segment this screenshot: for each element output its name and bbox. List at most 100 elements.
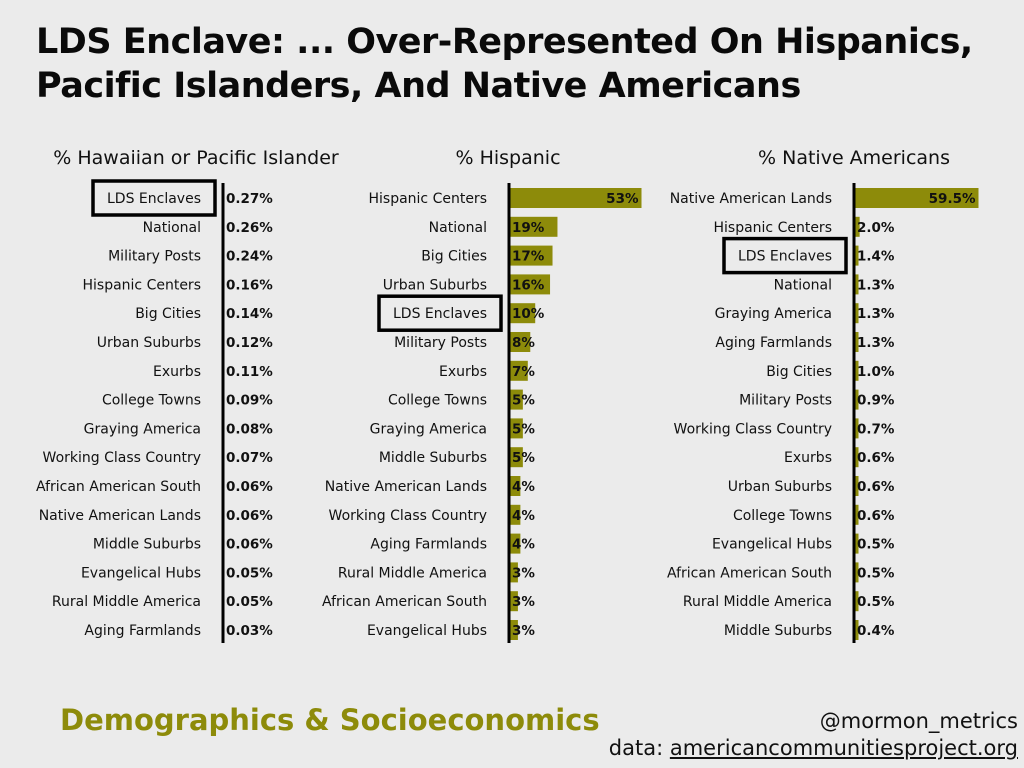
value-label: 59.5% — [929, 191, 976, 207]
category-label: Working Class Country — [329, 508, 487, 524]
category-label: National — [429, 220, 487, 236]
category-label: Rural Middle America — [683, 594, 832, 610]
value-label: 0.27% — [226, 191, 273, 207]
value-label: 0.06% — [226, 508, 273, 524]
category-label: African American South — [322, 594, 487, 610]
bar — [855, 188, 979, 208]
value-label: 2.0% — [857, 220, 895, 236]
value-label: 1.3% — [857, 277, 895, 293]
value-label: 0.24% — [226, 249, 273, 265]
value-label: 3% — [512, 565, 535, 581]
value-label: 0.7% — [857, 421, 895, 437]
value-label: 4% — [512, 537, 535, 553]
value-label: 5% — [512, 421, 535, 437]
category-label: Hispanic Centers — [82, 277, 201, 293]
value-label: 4% — [512, 479, 535, 495]
source-link[interactable]: americancommunitiesproject.org — [669, 736, 1018, 760]
value-label: 4% — [512, 508, 535, 524]
bar — [510, 303, 536, 324]
category-label: LDS Enclaves — [107, 191, 201, 207]
category-label: Military Posts — [394, 335, 487, 351]
bar-charts: % Hawaiian or Pacific Islander LDS Enclav… — [36, 147, 979, 643]
category-label: Rural Middle America — [338, 565, 487, 581]
value-label: 0.6% — [857, 508, 895, 524]
value-label: 0.07% — [226, 450, 273, 466]
chart-title: % Hawaiian or Pacific Islander — [53, 147, 339, 169]
value-label: 3% — [512, 594, 535, 610]
value-label: 1.3% — [857, 335, 895, 351]
category-label: Graying America — [370, 421, 487, 437]
category-label: Middle Suburbs — [93, 537, 201, 553]
bar — [855, 389, 859, 410]
category-label: Big Cities — [766, 364, 832, 380]
value-label: 16% — [512, 277, 545, 293]
value-label: 1.0% — [857, 364, 895, 380]
category-label: Military Posts — [108, 249, 201, 265]
value-label: 53% — [606, 191, 639, 207]
bar — [855, 620, 859, 640]
bar — [855, 360, 859, 381]
bar — [855, 245, 859, 266]
value-label: 17% — [512, 249, 545, 265]
chart-title: % Native Americans — [758, 147, 950, 169]
page-title: LDS Enclave: ... Over-Represented On His… — [36, 22, 973, 106]
category-label: Rural Middle America — [52, 594, 201, 610]
highlight-box — [377, 294, 503, 332]
category-label: Native American Lands — [39, 508, 201, 524]
category-label: National — [774, 277, 832, 293]
category-label: Urban Suburbs — [383, 277, 487, 293]
category-label: Hispanic Centers — [713, 220, 832, 236]
value-label: 0.05% — [226, 594, 273, 610]
value-label: 0.06% — [226, 537, 273, 553]
bar — [510, 216, 558, 237]
bar — [855, 533, 859, 554]
bar — [855, 447, 859, 468]
bar — [510, 562, 518, 583]
category-label: Big Cities — [135, 306, 201, 322]
value-label: 8% — [512, 335, 535, 351]
value-label: 5% — [512, 393, 535, 409]
value-label: 0.9% — [857, 393, 895, 409]
category-label: College Towns — [388, 393, 487, 409]
value-label: 0.5% — [857, 565, 895, 581]
value-label: 19% — [512, 220, 545, 236]
category-label: Graying America — [84, 421, 201, 437]
value-label: 0.5% — [857, 594, 895, 610]
value-label: 0.6% — [857, 479, 895, 495]
category-label: LDS Enclaves — [738, 249, 832, 265]
category-label: College Towns — [102, 393, 201, 409]
category-label: Exurbs — [784, 450, 832, 466]
bar — [855, 216, 860, 237]
value-label: 0.4% — [857, 623, 895, 639]
category-label: Evangelical Hubs — [712, 537, 832, 553]
credits: @mormon_metrics data: americancommunitie… — [609, 708, 1018, 762]
category-label: National — [143, 220, 201, 236]
bar — [855, 418, 859, 439]
value-label: 1.4% — [857, 249, 895, 265]
category-label: Native American Lands — [325, 479, 487, 495]
category-label: Evangelical Hubs — [367, 623, 487, 639]
value-label: 7% — [512, 364, 535, 380]
value-label: 0.12% — [226, 335, 273, 351]
category-label: LDS Enclaves — [393, 306, 487, 322]
category-label: Exurbs — [439, 364, 487, 380]
value-label: 5% — [512, 450, 535, 466]
value-label: 0.03% — [226, 623, 273, 639]
category-label: Exurbs — [153, 364, 201, 380]
source-prefix: data: — [608, 736, 664, 760]
category-label: African American South — [36, 479, 201, 495]
category-label: Military Posts — [739, 393, 832, 409]
bar — [510, 533, 521, 554]
bar — [855, 332, 859, 352]
value-label: 0.08% — [226, 421, 273, 437]
bar — [510, 620, 518, 640]
bar — [510, 418, 523, 439]
category-label: Middle Suburbs — [379, 450, 487, 466]
value-label: 0.16% — [226, 277, 273, 293]
topic-label: Demographics & Socioeconomics — [60, 703, 600, 737]
value-label: 0.05% — [226, 565, 273, 581]
highlight-box — [91, 179, 217, 217]
category-label: Middle Suburbs — [724, 623, 832, 639]
value-label: 0.11% — [226, 364, 273, 380]
value-label: 3% — [512, 623, 535, 639]
